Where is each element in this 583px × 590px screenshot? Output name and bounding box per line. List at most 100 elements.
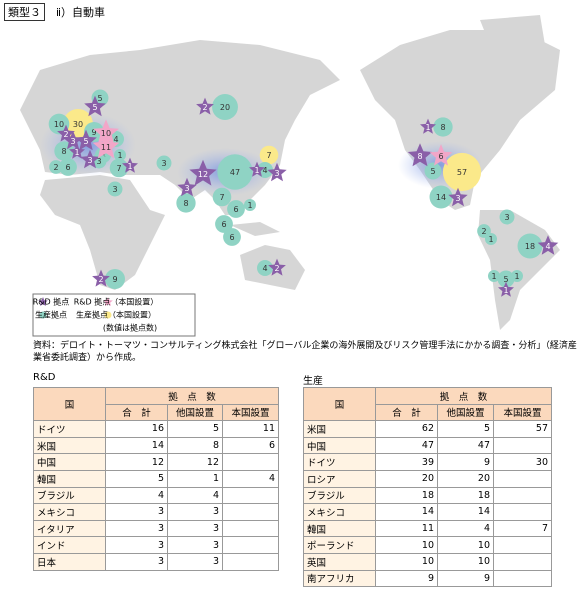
number-cell: 4 [167, 486, 223, 505]
production-marker [105, 269, 125, 289]
marker-label: 3 [87, 156, 92, 165]
table-title: 生産 [303, 376, 323, 387]
production-marker [212, 94, 238, 120]
row: ブラジル 4 4 [33, 486, 279, 505]
production-marker [156, 155, 172, 171]
legend-box [32, 293, 196, 337]
number-cell: 9 [375, 569, 438, 588]
rd-marker [196, 97, 214, 115]
number-cell: 9 [437, 453, 494, 471]
row: ポーランド 10 10 [303, 536, 552, 554]
country-cell: 韓国 [33, 469, 106, 488]
number-cell: 39 [375, 453, 438, 471]
header-cell: 拠 点 数 [105, 387, 279, 405]
rd-marker [420, 118, 436, 134]
row: 日本 3 3 [33, 552, 279, 571]
rd-marker [429, 144, 453, 166]
legend-note: (数値は拠点数) [103, 323, 157, 333]
production-marker [424, 162, 442, 180]
row: 米国 14 8 6 [33, 436, 279, 455]
header-cell: 合 計 [375, 403, 438, 422]
rd-marker [537, 235, 559, 255]
production-marker [217, 154, 253, 190]
marker-label: 4 [262, 166, 267, 175]
number-cell [493, 569, 552, 588]
number-cell: 4 [105, 486, 168, 505]
production-marker [223, 228, 241, 246]
rd-marker [75, 129, 97, 151]
country-cell: イタリア [33, 519, 106, 538]
number-cell: 30 [493, 453, 552, 471]
marker-label: 7 [116, 164, 121, 173]
marker-label: 1 [514, 272, 519, 281]
number-cell: 3 [167, 552, 223, 571]
number-cell: 5 [437, 420, 494, 438]
number-cell: 3 [105, 503, 168, 521]
marker-label: 1 [254, 166, 259, 175]
number-cell [493, 552, 552, 571]
row: インド 3 3 [33, 536, 279, 554]
number-cell: 18 [437, 486, 494, 505]
production-marker [244, 199, 256, 211]
number-cell: 47 [437, 436, 494, 455]
badge: 類型３ [4, 3, 45, 21]
legend-label: 生産拠点 [35, 310, 67, 320]
number-cell: 3 [167, 503, 223, 521]
number-cell: 8 [167, 436, 223, 455]
country-cell: インド [33, 536, 106, 554]
country-cell: ドイツ [33, 420, 106, 438]
rd-marker [122, 157, 138, 173]
header-cell: 本国設置 [493, 403, 552, 422]
number-cell: 3 [167, 519, 223, 538]
rd-marker [249, 161, 265, 177]
header-cell: 他国設置 [167, 403, 223, 422]
marker-label: 10 [54, 120, 64, 129]
production-marker [429, 185, 453, 209]
number-cell: 9 [437, 569, 494, 588]
marker-label: 1 [425, 123, 430, 132]
marker-label: 30 [73, 120, 83, 129]
number-cell: 4 [222, 469, 279, 488]
number-cell [222, 519, 279, 538]
number-cell: 11 [222, 420, 279, 438]
production-marker [257, 260, 273, 276]
rd-marker [189, 159, 217, 186]
number-cell: 3 [105, 519, 168, 538]
row: 中国 12 12 [33, 453, 279, 471]
number-cell: 12 [167, 453, 223, 471]
number-cell [222, 552, 279, 571]
marker-label: 3 [96, 157, 101, 166]
marker-label: 5 [92, 103, 97, 112]
row: 米国 62 5 57 [303, 420, 552, 438]
country-cell: 南アフリカ [303, 569, 376, 588]
number-cell [493, 436, 552, 455]
number-cell: 12 [105, 453, 168, 471]
rd-marker [80, 149, 100, 169]
title: ⅱ）自動車 [56, 6, 106, 19]
row: 韓国 5 1 4 [33, 469, 279, 488]
country-cell: ポーランド [303, 536, 376, 554]
production-marker [511, 270, 523, 282]
country-cell: メキシコ [33, 503, 106, 521]
rd-marker [268, 258, 286, 276]
country-cell: 米国 [303, 420, 376, 438]
marker-label: 3 [274, 169, 279, 178]
legend-symbol [104, 311, 112, 319]
production-marker [215, 215, 233, 233]
marker-label: 57 [457, 168, 467, 177]
number-cell: 3 [167, 536, 223, 554]
marker-label: 3 [455, 194, 460, 203]
row: イタリア 3 3 [33, 519, 279, 538]
marker-label: 6 [229, 233, 234, 242]
number-cell [222, 453, 279, 471]
marker-label: 3 [161, 159, 166, 168]
header-cell: 合 計 [105, 403, 168, 422]
production-marker [485, 233, 497, 245]
rd-marker [407, 143, 433, 167]
production-marker [107, 181, 123, 197]
marker-label: 2 [481, 227, 486, 236]
country-cell: ドイツ [303, 453, 376, 471]
country-cell: メキシコ [303, 503, 376, 521]
legend-label: 生産拠点（本国設置） [76, 310, 156, 320]
